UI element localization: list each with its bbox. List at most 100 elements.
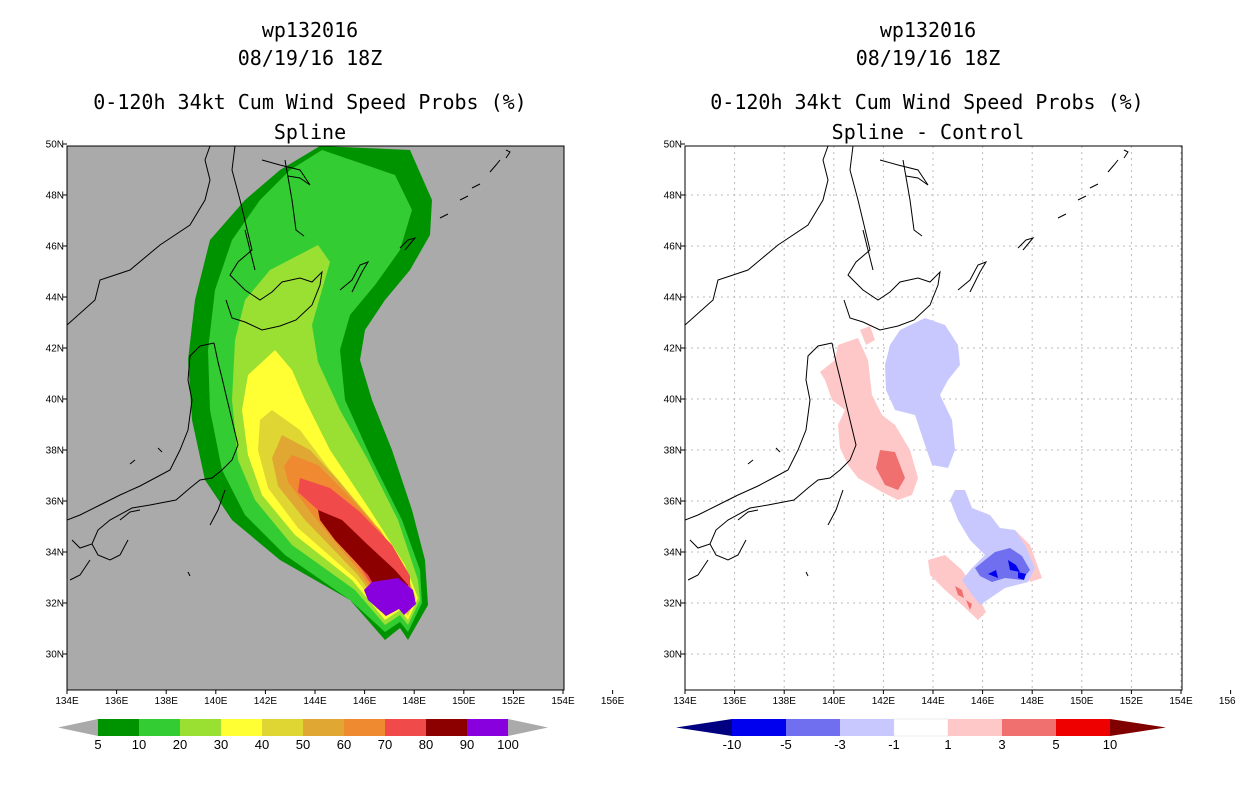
colorbar-swatch xyxy=(180,719,221,736)
lat-tick-label: 38N xyxy=(46,446,64,457)
lat-tick-label: 32N xyxy=(46,599,64,610)
colorbar-label: 10 xyxy=(132,737,146,752)
lon-tick-label: 148E xyxy=(1021,696,1045,707)
lon-tick-label: 156E xyxy=(1219,696,1236,707)
colorbar-swatch xyxy=(467,719,508,736)
lat-tick-label: 34N xyxy=(664,548,682,559)
lat-tick-label: 42N xyxy=(46,344,64,355)
lon-tick-label: 152E xyxy=(502,696,526,707)
left-title-datetime: 08/19/16 18Z xyxy=(237,46,383,70)
colorbar-high-arrow xyxy=(1110,719,1166,736)
colorbar-label: -10 xyxy=(723,737,742,752)
lat-tick-label: 42N xyxy=(664,344,682,355)
colorbar-label: 60 xyxy=(337,737,351,752)
right-title-storm-id: wp132016 xyxy=(879,18,977,42)
lon-tick-label: 146E xyxy=(353,696,377,707)
colorbar-swatch xyxy=(98,719,139,736)
colorbar-label: -5 xyxy=(780,737,792,752)
left-probability-swath xyxy=(188,146,432,640)
lat-tick-label: 50N xyxy=(46,140,64,151)
right-colorbar: -10 -5 -3 -1 1 3 5 10 xyxy=(676,718,1166,752)
right-coastlines xyxy=(685,146,1129,581)
colorbar-label: 20 xyxy=(173,737,187,752)
colorbar-label: 80 xyxy=(419,737,433,752)
colorbar-swatch xyxy=(1002,719,1056,736)
lon-tick-label: 136E xyxy=(723,696,747,707)
colorbar-swatch xyxy=(262,719,303,736)
left-coastlines xyxy=(67,146,511,581)
colorbar-low-arrow xyxy=(676,719,732,736)
lat-tick-label: 30N xyxy=(46,650,64,661)
lon-tick-label: 134E xyxy=(55,696,79,707)
colorbar-label: 5 xyxy=(1052,737,1059,752)
left-title-product: 0-120h 34kt Cum Wind Speed Probs (%) xyxy=(93,90,527,114)
lat-tick-label: 46N xyxy=(46,242,64,253)
lon-tick-label: 150E xyxy=(452,696,476,707)
lat-tick-label: 46N xyxy=(664,242,682,253)
left-title-method: Spline xyxy=(273,120,347,144)
lon-tick-label: 142E xyxy=(254,696,278,707)
lat-tick-label: 36N xyxy=(46,497,64,508)
colorbar-label: 5 xyxy=(94,737,101,752)
left-axis-ticks: 30N 32N 34N 36N 38N 40N 42N 44N 46N 48N 50N 134E 136… xyxy=(46,140,625,708)
lon-tick-label: 154E xyxy=(551,696,575,707)
lat-tick-label: 36N xyxy=(664,497,682,508)
colorbar-swatch xyxy=(840,719,894,736)
colorbar-label: 100 xyxy=(497,737,519,752)
colorbar-high-arrow xyxy=(508,719,548,736)
lat-tick-label: 44N xyxy=(46,293,64,304)
colorbar-swatch xyxy=(732,719,786,736)
colorbar-swatch xyxy=(948,719,1002,736)
lat-tick-label: 32N xyxy=(664,599,682,610)
colorbar-label: -3 xyxy=(834,737,846,752)
lon-tick-label: 144E xyxy=(921,696,945,707)
lon-tick-label: 146E xyxy=(971,696,995,707)
colorbar-swatch xyxy=(221,719,262,736)
lon-tick-label: 148E xyxy=(403,696,427,707)
colorbar-swatch xyxy=(786,719,840,736)
lon-tick-label: 138E xyxy=(773,696,797,707)
colorbar-swatch xyxy=(385,719,426,736)
colorbar-low-arrow xyxy=(58,719,98,736)
right-title-method: Spline - Control xyxy=(831,120,1025,144)
right-title-product: 0-120h 34kt Cum Wind Speed Probs (%) xyxy=(710,90,1144,114)
lon-tick-label: 154E xyxy=(1169,696,1193,707)
lat-tick-label: 30N xyxy=(664,650,682,661)
right-title-datetime: 08/19/16 18Z xyxy=(855,46,1001,70)
colorbar-swatch xyxy=(303,719,344,736)
colorbar-swatch xyxy=(344,719,385,736)
lat-tick-label: 48N xyxy=(664,191,682,202)
right-difference-contours xyxy=(820,318,1042,620)
lat-tick-label: 50N xyxy=(664,140,682,151)
lat-tick-label: 40N xyxy=(46,395,64,406)
colorbar-swatch xyxy=(893,718,949,737)
colorbar-label: 40 xyxy=(255,737,269,752)
right-map-panel: 30N 32N 34N 36N 38N 40N 42N 44N 46N 48N 50N 134E 136… xyxy=(664,140,1236,753)
lon-tick-label: 140E xyxy=(822,696,846,707)
lat-tick-label: 44N xyxy=(664,293,682,304)
colorbar-label: 1 xyxy=(944,737,951,752)
lon-tick-label: 136E xyxy=(105,696,129,707)
colorbar-swatch xyxy=(139,719,180,736)
colorbar-label: 70 xyxy=(378,737,392,752)
left-title-storm-id: wp132016 xyxy=(261,18,359,42)
left-colorbar: 5 10 20 30 40 50 60 70 80 90 100 xyxy=(58,719,548,752)
colorbar-label: -1 xyxy=(888,737,900,752)
lat-tick-label: 40N xyxy=(664,395,682,406)
lon-tick-label: 144E xyxy=(303,696,327,707)
colorbar-label: 30 xyxy=(214,737,228,752)
lon-tick-label: 150E xyxy=(1070,696,1094,707)
colorbar-label: 90 xyxy=(460,737,474,752)
lat-tick-label: 34N xyxy=(46,548,64,559)
colorbar-swatch xyxy=(426,719,467,736)
lon-tick-label: 152E xyxy=(1120,696,1144,707)
lon-tick-label: 138E xyxy=(155,696,179,707)
lat-tick-label: 48N xyxy=(46,191,64,202)
lon-tick-label: 156E xyxy=(601,696,625,707)
lon-tick-label: 140E xyxy=(204,696,228,707)
colorbar-label: 10 xyxy=(1103,737,1117,752)
lon-tick-label: 142E xyxy=(872,696,896,707)
colorbar-swatch xyxy=(1056,719,1110,736)
lat-tick-label: 38N xyxy=(664,446,682,457)
